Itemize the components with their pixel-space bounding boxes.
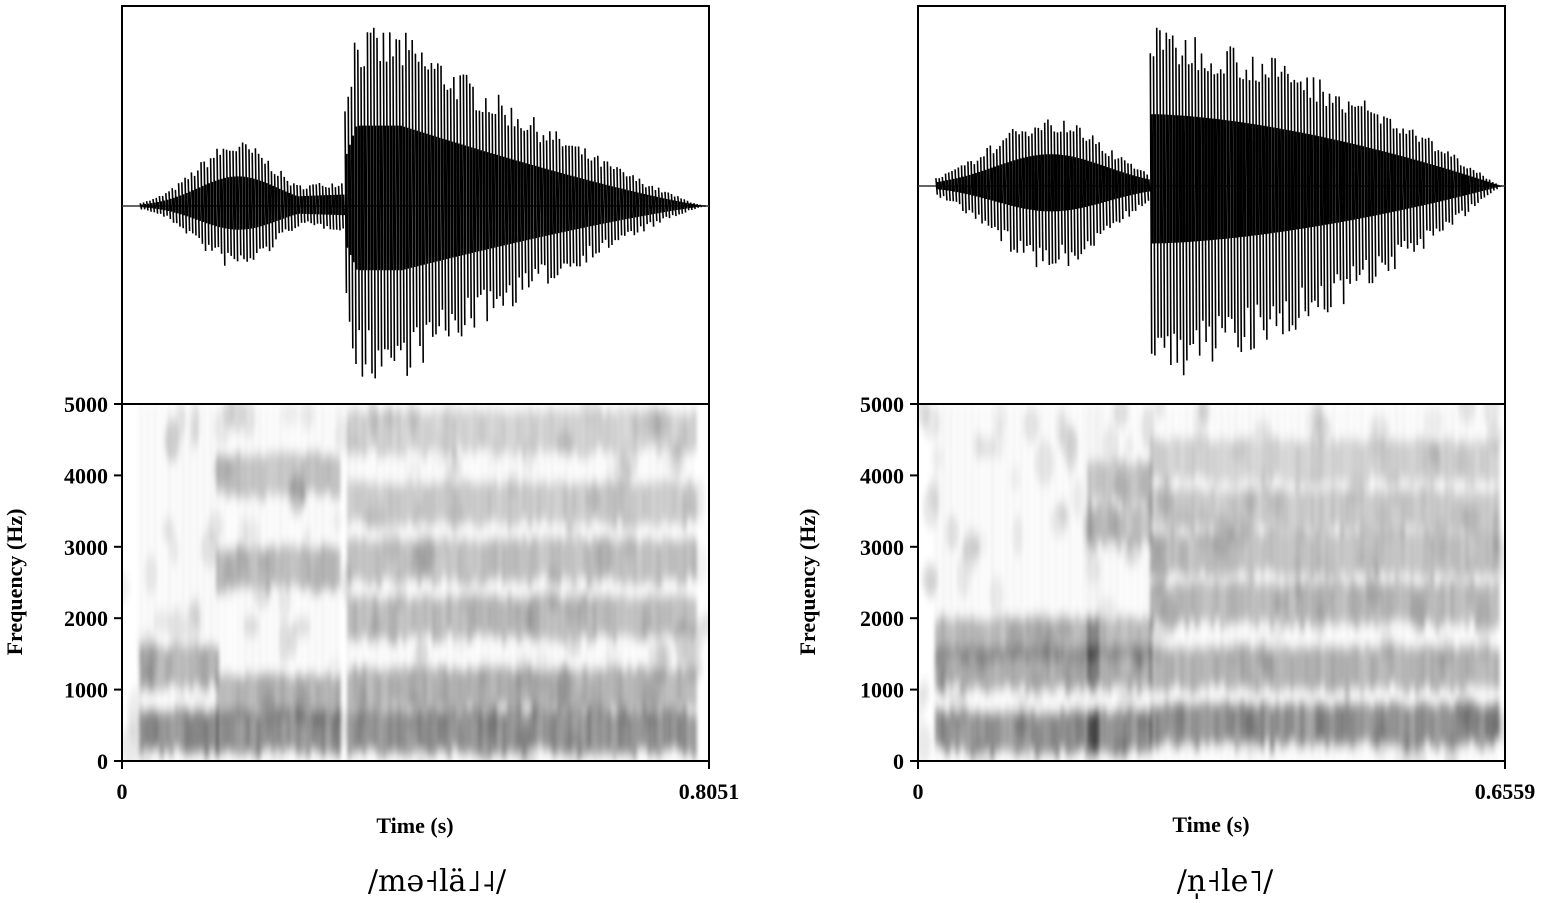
y-tick-label: 4000 [860,463,904,488]
y-axis-ticks: 0 1000 2000 3000 4000 5000 [860,392,918,774]
y-axis-label: Frequency (Hz) [2,509,27,656]
waveform-trace [935,27,1502,376]
panel-right: 0 1000 2000 3000 4000 5000 0 0.6559 Frequency … [795,5,1536,899]
x-axis-ticks: 0 0.8051 [117,761,740,804]
waveform [139,27,707,379]
waveform-trace [139,27,707,379]
x-tick-label: 0 [117,779,128,804]
x-axis-label: Time (s) [376,813,453,838]
x-tick-label: 0 [913,779,924,804]
y-tick-label: 1000 [64,678,108,703]
spectrogram [122,404,709,761]
panel-left: 0 1000 2000 3000 4000 5000 0 0.8051 Frequency … [2,5,740,899]
y-tick-label: 5000 [64,392,108,417]
y-tick-label: 4000 [64,463,108,488]
panel-caption: /mə˧lä˩˨/ [368,864,507,899]
y-tick-label: 1000 [860,678,904,703]
x-axis-ticks: 0 0.6559 [913,761,1536,804]
x-tick-label: 0.8051 [679,779,740,804]
panel-caption: /n̩˧le˥/ [1177,864,1274,899]
y-tick-label: 2000 [64,606,108,631]
y-tick-label: 0 [97,749,108,774]
x-tick-label: 0.6559 [1475,779,1536,804]
y-axis-label: Frequency (Hz) [795,509,820,656]
y-tick-label: 5000 [860,392,904,417]
waveform [935,27,1502,376]
y-axis-ticks: 0 1000 2000 3000 4000 5000 [64,392,122,774]
y-tick-label: 2000 [860,606,904,631]
y-tick-label: 3000 [64,535,108,560]
y-tick-label: 0 [893,749,904,774]
spectrogram [918,404,1505,761]
y-tick-label: 3000 [860,535,904,560]
x-axis-label: Time (s) [1172,812,1249,837]
